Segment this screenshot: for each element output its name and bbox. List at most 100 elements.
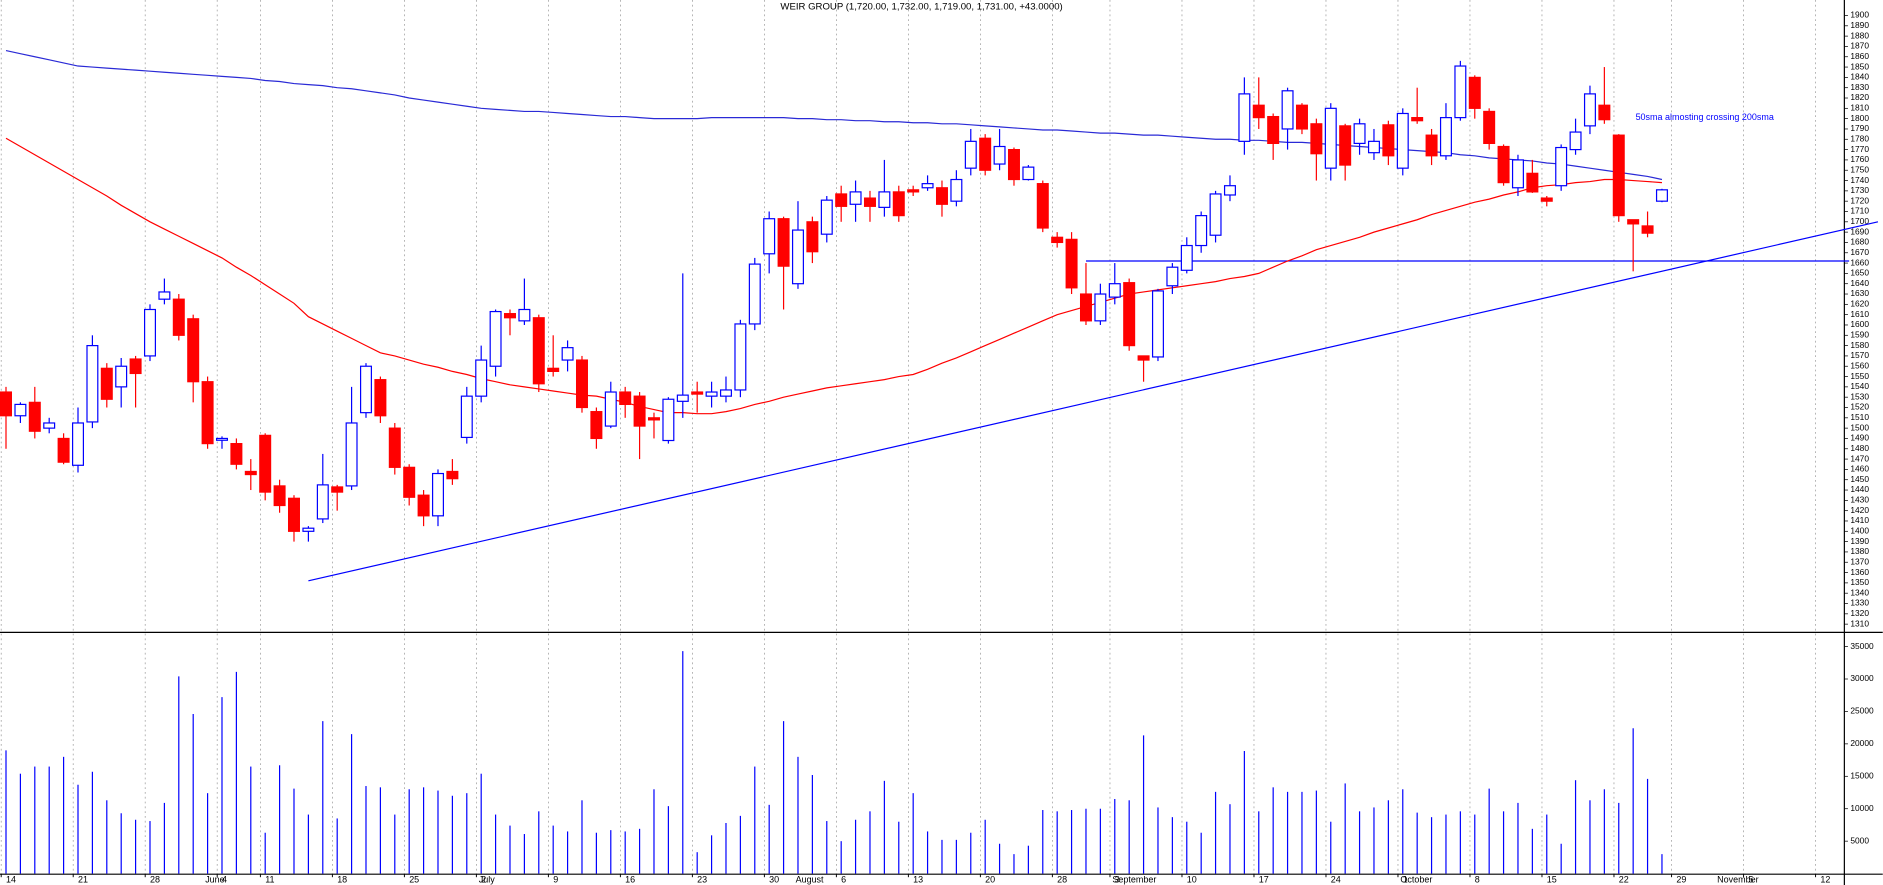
candle-body — [1540, 197, 1553, 202]
x-tick-label: 2 — [481, 875, 486, 885]
y-tick-label: 1690 — [1850, 226, 1869, 236]
y-tick-label: 1620 — [1850, 299, 1869, 309]
candle-body — [143, 308, 156, 357]
candle-body — [575, 359, 588, 409]
y-tick-label: 1880 — [1850, 30, 1869, 40]
y-tick-label: 1590 — [1850, 330, 1869, 340]
candle-body — [1353, 123, 1366, 145]
y-tick-label: 1750 — [1850, 164, 1869, 174]
candle-body — [1526, 172, 1539, 193]
y-tick-label: 1740 — [1850, 175, 1869, 185]
y-tick-label: 1820 — [1850, 92, 1869, 102]
x-tick-label: 3 — [1115, 875, 1120, 885]
candle-body — [345, 422, 358, 487]
x-tick-label: 11 — [265, 875, 274, 885]
candle-body — [1655, 189, 1668, 202]
y-tick-label: 1540 — [1850, 381, 1869, 391]
candle-body — [662, 398, 675, 442]
y-tick-label: 1870 — [1850, 41, 1869, 51]
candle-body — [604, 391, 617, 427]
y-tick-label: 1520 — [1850, 402, 1869, 412]
candle-body — [921, 183, 934, 189]
candle-body — [1598, 104, 1611, 121]
y-tick-label: 1380 — [1850, 546, 1869, 556]
y-tick-label: 1850 — [1850, 61, 1869, 71]
candle-body — [590, 411, 603, 440]
y-tick-label: 1800 — [1850, 113, 1869, 123]
x-tick-label: 9 — [553, 875, 558, 885]
x-tick-label: 28 — [1057, 875, 1067, 885]
y-tick-label: 1470 — [1850, 453, 1869, 463]
candle-body — [806, 221, 819, 253]
y-tick-label: 1460 — [1850, 464, 1869, 474]
month-label: November — [1717, 875, 1758, 885]
x-tick-label: 20 — [985, 875, 995, 885]
candle-body — [43, 422, 56, 429]
candle-body — [849, 191, 862, 205]
y-tick-label: 1490 — [1850, 433, 1869, 443]
candle-body — [1281, 90, 1294, 130]
candle-body — [1382, 124, 1395, 157]
candle-body — [172, 298, 185, 336]
candle-body — [503, 313, 516, 319]
y-tick-label: 1830 — [1850, 82, 1869, 92]
candle-body — [676, 394, 689, 402]
x-tick-label: 10 — [1187, 875, 1197, 885]
x-tick-label: 5 — [1748, 875, 1753, 885]
candle-body — [1627, 219, 1640, 225]
candle-body — [532, 317, 545, 385]
x-tick-label: 25 — [409, 875, 419, 885]
candle-body — [1483, 110, 1496, 145]
candle-body — [777, 218, 790, 267]
candle-body — [446, 470, 459, 480]
y-tick-label: 1400 — [1850, 526, 1869, 536]
candle-body — [691, 391, 704, 395]
x-tick-label: 18 — [337, 875, 347, 885]
x-tick-label: 30 — [769, 875, 779, 885]
x-tick-label: 24 — [1331, 875, 1341, 885]
candle-body — [1641, 225, 1654, 234]
month-label: August — [796, 875, 824, 885]
candle-body — [86, 345, 99, 423]
x-tick-label: 8 — [1475, 875, 1480, 885]
candle-body — [1396, 112, 1409, 169]
candle-body — [1295, 104, 1308, 130]
candle-body — [1123, 282, 1136, 347]
candle-body — [719, 389, 732, 397]
y-tick-label: 1330 — [1850, 598, 1869, 608]
candle-body — [1108, 283, 1121, 298]
candle-body — [215, 437, 228, 441]
candle-body — [878, 191, 891, 208]
y-tick-label: 1530 — [1850, 391, 1869, 401]
candle-body — [403, 466, 416, 498]
volume-y-tick-label: 5000 — [1850, 835, 1869, 845]
candle-body — [791, 229, 804, 285]
y-tick-label: 1610 — [1850, 309, 1869, 319]
candle-body — [1411, 117, 1424, 122]
candle-body — [129, 358, 142, 375]
x-tick-label: 14 — [6, 875, 16, 885]
x-tick-label: 15 — [1547, 875, 1557, 885]
month-label: June — [205, 875, 224, 885]
candle-body — [1065, 238, 1078, 289]
candle-body — [1036, 183, 1049, 229]
candle-body — [1425, 134, 1438, 157]
candle-body — [431, 472, 444, 517]
y-tick-label: 1640 — [1850, 278, 1869, 288]
y-tick-label: 1710 — [1850, 206, 1869, 216]
candle-body — [619, 391, 632, 406]
y-tick-label: 1760 — [1850, 154, 1869, 164]
candle-body — [1007, 148, 1020, 181]
y-tick-label: 1560 — [1850, 360, 1869, 370]
y-tick-label: 1550 — [1850, 371, 1869, 381]
candle-body — [1022, 166, 1035, 181]
month-label: July — [479, 875, 495, 885]
y-tick-label: 1580 — [1850, 340, 1869, 350]
x-tick-label: 29 — [1676, 875, 1686, 885]
volume-y-tick-label: 35000 — [1850, 641, 1874, 651]
candle-body — [1252, 104, 1265, 119]
candle-body — [835, 193, 848, 207]
y-tick-label: 1370 — [1850, 556, 1869, 566]
candle-body — [705, 391, 718, 397]
